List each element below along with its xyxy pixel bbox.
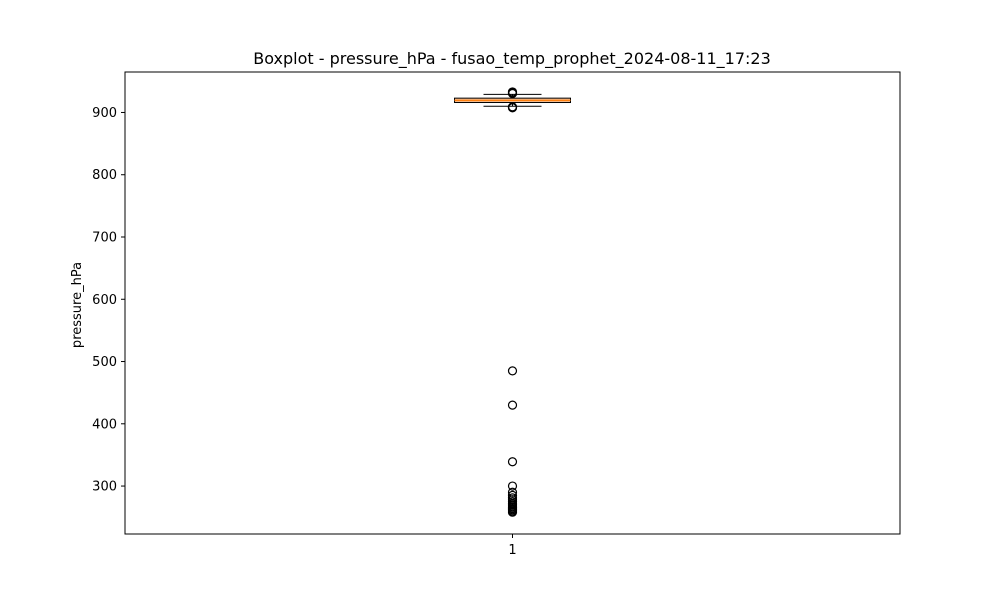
x-tick-label: 1 bbox=[508, 543, 516, 558]
outlier-point bbox=[507, 103, 518, 113]
y-tick-label: 800 bbox=[92, 168, 117, 183]
outlier-point bbox=[507, 457, 518, 467]
plot-area bbox=[124, 71, 901, 535]
y-tick-label: 600 bbox=[92, 293, 117, 308]
y-tick-label: 400 bbox=[92, 417, 117, 432]
y-tick-label: 500 bbox=[92, 355, 117, 370]
outlier-point bbox=[507, 400, 518, 410]
y-tick-label: 900 bbox=[92, 106, 117, 121]
x-axis-ticks: 1 bbox=[508, 534, 517, 558]
chart-title: Boxplot - pressure_hPa - fusao_temp_prop… bbox=[253, 49, 771, 69]
y-tick-label: 300 bbox=[92, 480, 117, 495]
y-axis-label: pressure_hPa bbox=[70, 262, 85, 348]
outlier-point bbox=[507, 366, 518, 376]
outlier-point bbox=[507, 481, 518, 491]
box-group bbox=[454, 87, 571, 517]
boxplot-series bbox=[454, 87, 571, 517]
y-tick-label: 700 bbox=[92, 231, 117, 246]
outlier-point bbox=[507, 507, 518, 517]
outlier-point bbox=[507, 88, 518, 99]
y-axis-ticks: 300 400 500 600 700 800 900 bbox=[92, 106, 125, 495]
